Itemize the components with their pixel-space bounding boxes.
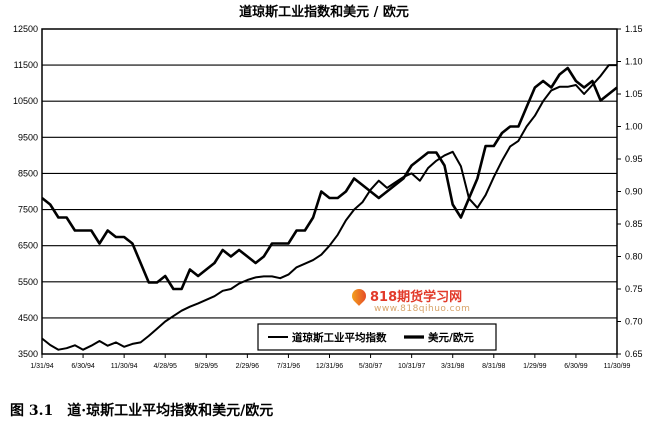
y-left-tick-label: 6500: [18, 241, 38, 251]
legend-label-dow: 道琼斯工业平均指数: [292, 331, 387, 344]
y-right-tick-label: 1.05: [625, 89, 643, 99]
flame-icon: [349, 285, 369, 306]
x-tick-label: 9/29/95: [195, 363, 218, 370]
chart-title: 道琼斯工业指数和美元 / 欧元: [239, 4, 409, 20]
y-left-tick-label: 10500: [13, 96, 38, 106]
plot-frame: [41, 28, 618, 355]
y-right-tick-label: 0.95: [625, 154, 643, 164]
y-right-tick-label: 0.65: [625, 349, 643, 359]
y-left-tick-label: 4500: [18, 313, 38, 323]
y-left-tick-label: 12500: [13, 24, 38, 34]
chart: 道琼斯工业指数和美元 / 欧元 3500 4500 5500 6500 7500 8500…: [13, 4, 643, 370]
y-left-tick-label: 3500: [18, 349, 38, 359]
x-tick-label: 6/30/94: [71, 363, 94, 370]
x-tick-label: 11/30/94: [111, 363, 138, 370]
left-axis-ticks: 3500 4500 5500 6500 7500 8500 9500 10500 11500 12…: [13, 24, 38, 359]
series-line-dow: [41, 64, 617, 351]
y-left-tick-label: 5500: [18, 277, 38, 287]
x-tick-label: 10/31/97: [398, 363, 425, 370]
x-tick-label: 5/30/97: [359, 363, 382, 370]
x-tick-label: 1/31/94: [30, 363, 53, 370]
y-right-tick-label: 1.10: [625, 57, 643, 67]
series-line-usd-eur: [41, 66, 618, 291]
x-tick-label: 7/31/96: [277, 363, 300, 370]
y-left-tick-label: 11500: [14, 60, 38, 70]
x-tick-label: 12/31/96: [316, 363, 343, 370]
legend: 道琼斯工业平均指数 美元/欧元: [257, 323, 497, 351]
x-tick-label: 1/29/99: [523, 363, 546, 370]
x-tick-label: 3/31/98: [441, 363, 464, 370]
y-left-tick-label: 8500: [18, 168, 38, 178]
x-tick-label: 4/28/95: [154, 363, 177, 370]
x-axis-ticks: 1/31/94 6/30/94 11/30/94 4/28/95 9/29/95 2/29…: [30, 354, 630, 370]
y-right-tick-label: 0.75: [625, 284, 643, 294]
x-tick-label: 6/30/99: [564, 363, 587, 370]
watermark-logo: 818期货学习网: [349, 285, 463, 306]
y-right-tick-label: 0.90: [625, 187, 643, 197]
y-right-tick-label: 1.00: [625, 122, 643, 132]
x-tick-label: 8/31/98: [482, 363, 505, 370]
y-left-tick-label: 9500: [18, 132, 38, 142]
figure-caption: 图 3.1 道·琼斯工业平均指数和美元/欧元: [10, 400, 287, 420]
legend-label-usd-eur: 美元/欧元: [428, 331, 474, 344]
watermark-brand: 818期货学习网: [370, 290, 463, 305]
watermark: 818期货学习网 www.818qihuo.com: [349, 285, 492, 320]
series: [41, 64, 618, 351]
x-tick-label: 11/30/99: [604, 363, 631, 370]
y-right-tick-label: 0.80: [625, 252, 643, 262]
legend-box: [257, 323, 497, 351]
right-axis-ticks: 0.65 0.70 0.75 0.80 0.85 0.90 0.95 1.00 1.05 1.10…: [617, 24, 643, 359]
grid: [42, 64, 617, 319]
y-left-tick-label: 7500: [18, 205, 38, 215]
watermark-url: www.818qihuo.com: [374, 304, 471, 314]
caption-number: 图 3.1: [10, 403, 54, 419]
y-right-tick-label: 1.15: [625, 24, 643, 34]
x-tick-label: 2/29/96: [236, 363, 259, 370]
y-right-tick-label: 0.70: [625, 317, 643, 327]
y-right-tick-label: 0.85: [625, 219, 643, 229]
caption-text: 道·琼斯工业平均指数和美元/欧元: [67, 403, 274, 419]
